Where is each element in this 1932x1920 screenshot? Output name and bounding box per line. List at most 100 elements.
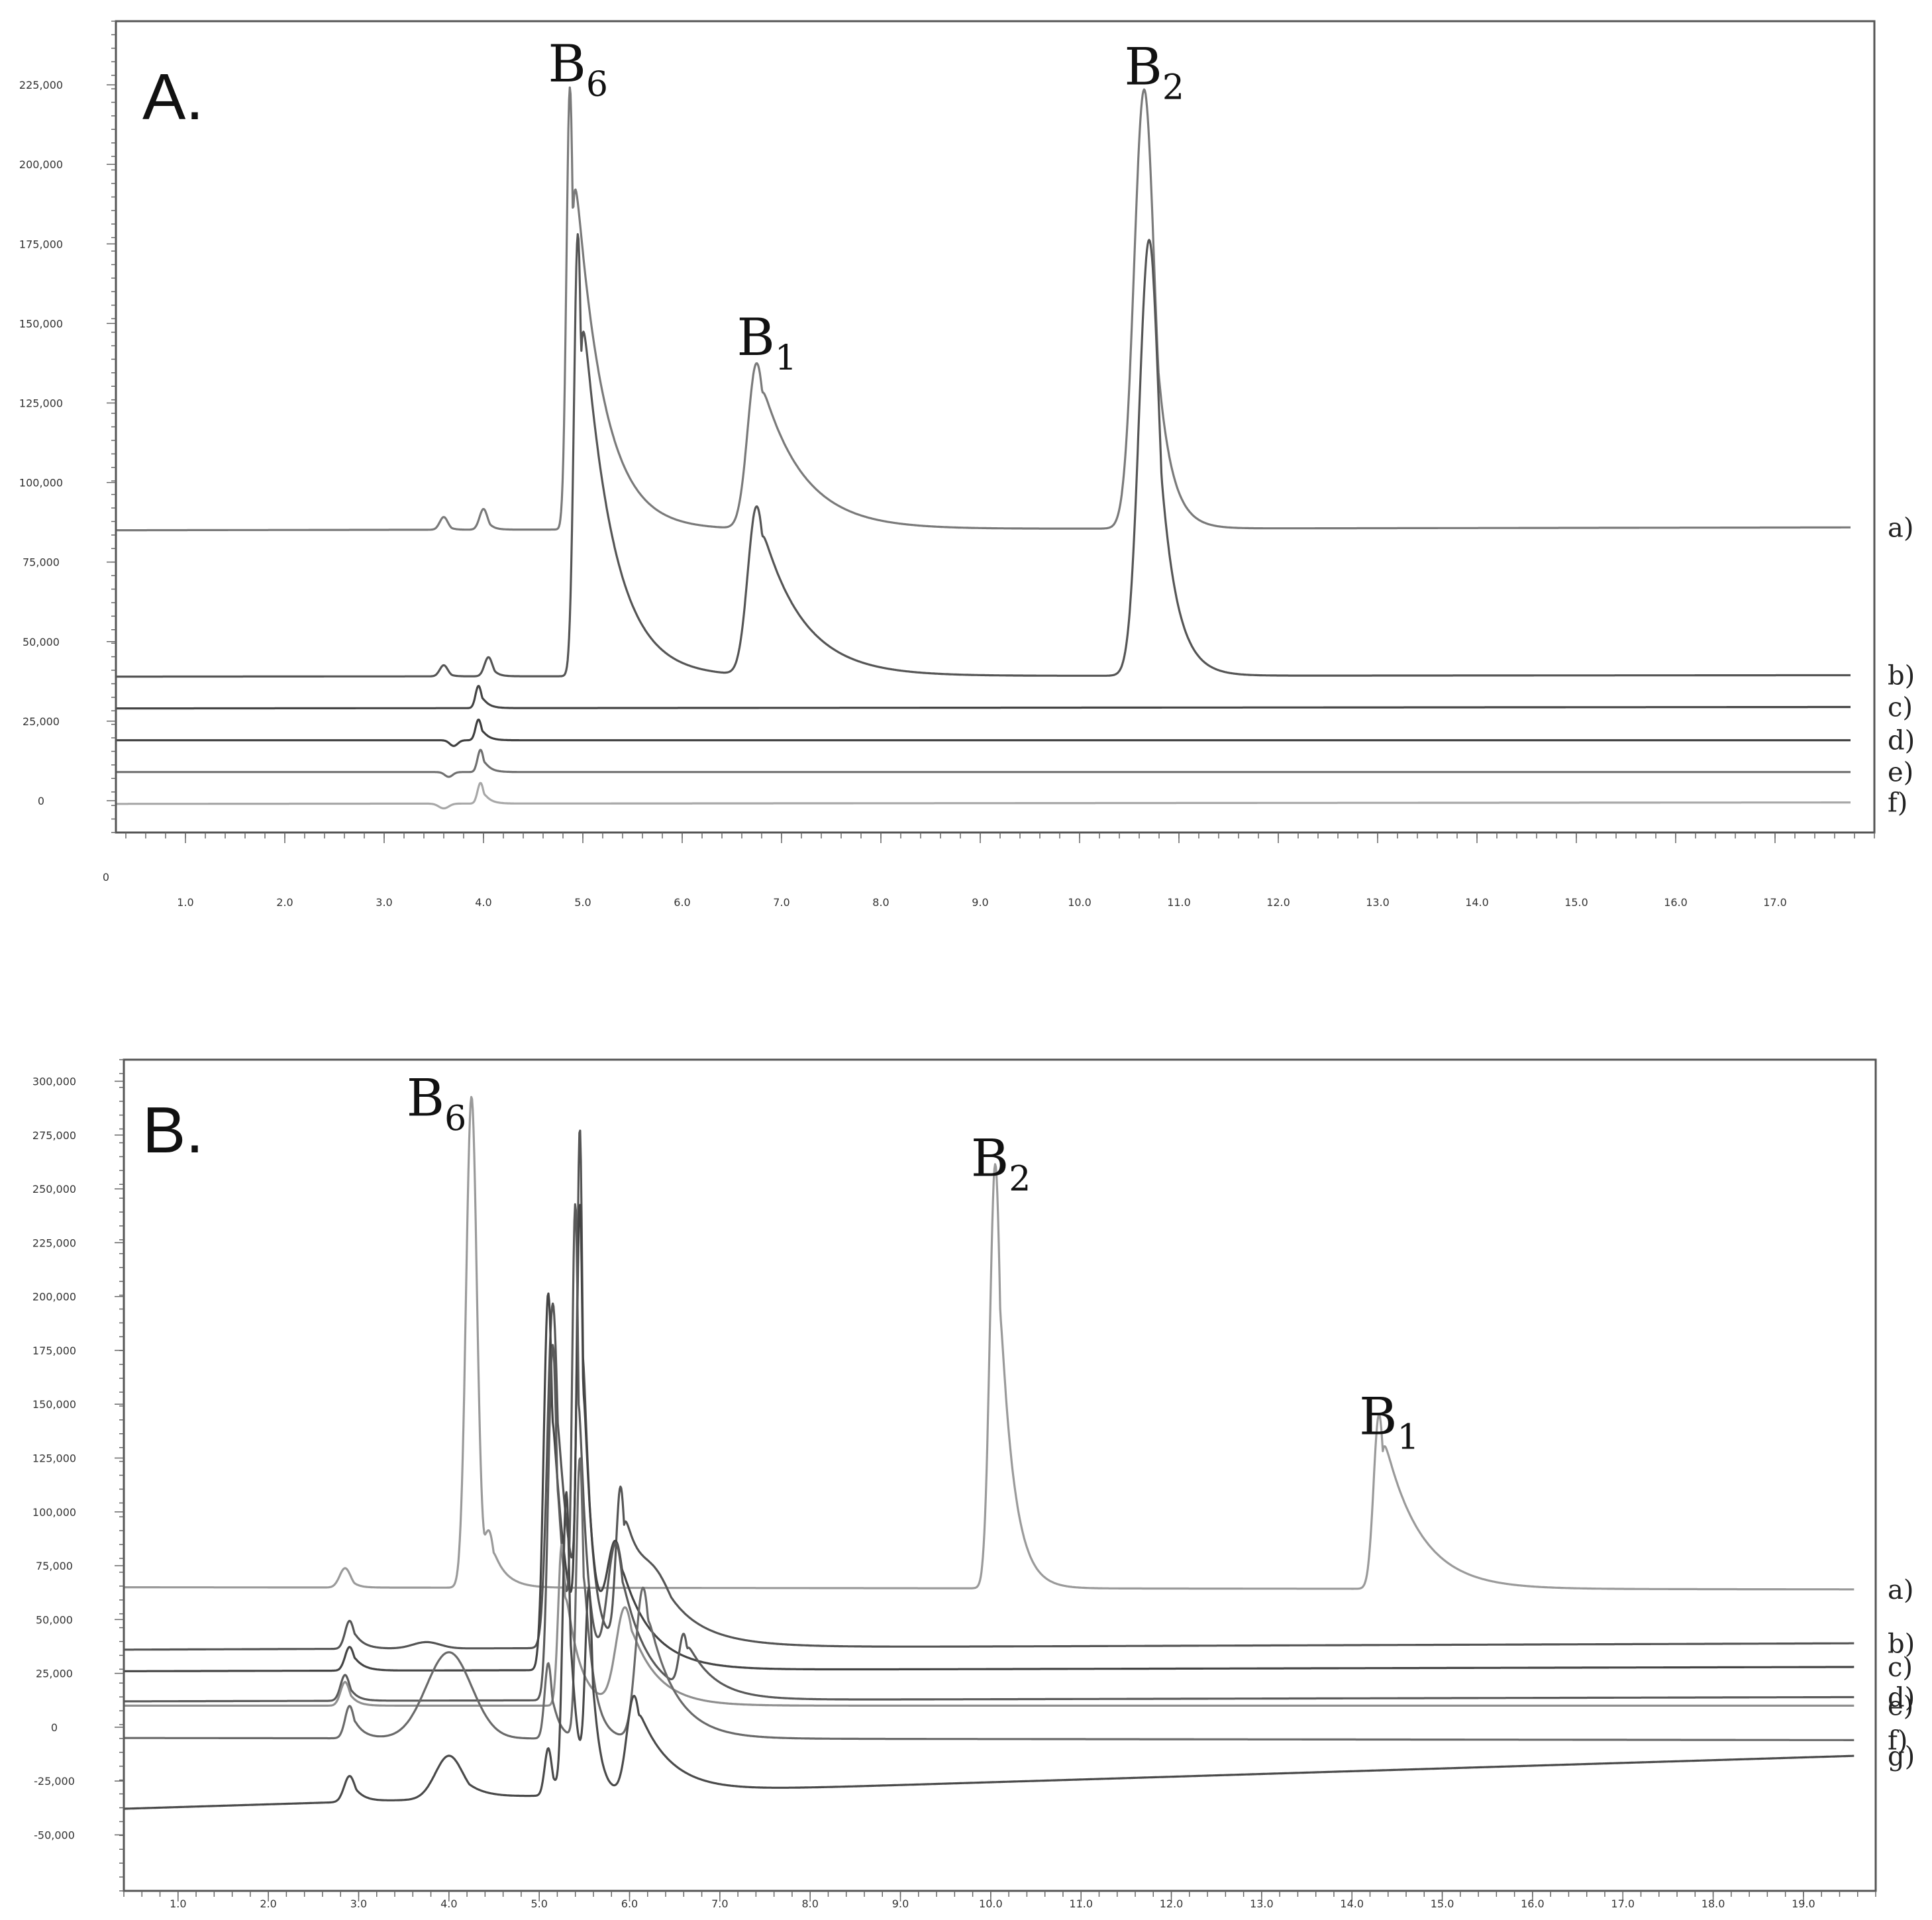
x-tick-label: 6.0 bbox=[621, 1897, 638, 1910]
trace-d bbox=[117, 719, 1851, 747]
y-tick-label: 150,000 bbox=[19, 317, 63, 330]
y-tick-label: 100,000 bbox=[32, 1506, 76, 1519]
trace-a bbox=[124, 1095, 1855, 1591]
y-tick-label: 225,000 bbox=[32, 1237, 76, 1249]
x-tick-label: 2.0 bbox=[276, 896, 293, 909]
y-tick-label: 50,000 bbox=[36, 1613, 73, 1626]
y-tick-label: 125,000 bbox=[19, 397, 63, 409]
y-tick-label: 125,000 bbox=[32, 1452, 76, 1464]
y-minor-ticks bbox=[111, 21, 116, 833]
traces bbox=[124, 1095, 1855, 1810]
peak-label-base: B bbox=[1125, 38, 1162, 97]
peak-label-base: B bbox=[407, 1068, 444, 1128]
panel-b: 1.0 2.0 3.0 4.0 5.0 6.0 7.0 8.0 9.0 10.0 11.0 12.0 1… bbox=[32, 1058, 1915, 1910]
y-tick-label: 25,000 bbox=[36, 1668, 73, 1680]
peak-label-base: B bbox=[737, 308, 775, 368]
x-tick-label: 7.0 bbox=[711, 1897, 728, 1910]
x-tick-label: 19.0 bbox=[1792, 1897, 1815, 1910]
trace-e bbox=[117, 748, 1851, 778]
trace-a bbox=[117, 86, 1851, 532]
peak-label-base: B bbox=[971, 1129, 1009, 1188]
trace-label: c) bbox=[1888, 1652, 1913, 1683]
trace-label: g) bbox=[1888, 1741, 1915, 1772]
y-tick-label: 100,000 bbox=[19, 477, 63, 489]
y-tick-label: 200,000 bbox=[19, 158, 63, 171]
x-tick-label: 12.0 bbox=[1160, 1897, 1184, 1910]
peak-label: B2 bbox=[1125, 38, 1184, 108]
trace-label: b) bbox=[1888, 1629, 1915, 1659]
peak-label-subscript: 6 bbox=[586, 65, 608, 105]
peak-label: B1 bbox=[737, 308, 797, 378]
trace-label: f) bbox=[1888, 788, 1907, 819]
peak-label-base: B bbox=[1359, 1387, 1397, 1446]
y-tick-label: 0 bbox=[51, 1721, 58, 1734]
y-tick-label: 175,000 bbox=[19, 238, 63, 250]
trace-label: e) bbox=[1888, 1691, 1913, 1721]
x-tick-label: 17.0 bbox=[1763, 896, 1787, 909]
x-tick-label: 13.0 bbox=[1250, 1897, 1274, 1910]
x-tick-label: 15.0 bbox=[1431, 1897, 1454, 1910]
trace-label: c) bbox=[1888, 693, 1913, 723]
trace-b bbox=[124, 1129, 1855, 1651]
y-tick-label: 250,000 bbox=[32, 1183, 76, 1195]
y-minor-ticks bbox=[119, 1059, 124, 1892]
traces bbox=[117, 86, 1851, 810]
x-tick-label: 14.0 bbox=[1340, 1897, 1364, 1910]
trace-f bbox=[117, 782, 1851, 810]
peak-label: B6 bbox=[548, 34, 608, 105]
y-tick-label: 0 bbox=[38, 795, 44, 807]
x-tick-label: 7.0 bbox=[773, 896, 789, 909]
trace-g bbox=[124, 1491, 1855, 1810]
x-tick-label: 3.0 bbox=[350, 1897, 367, 1910]
x-tick-label: 17.0 bbox=[1611, 1897, 1635, 1910]
x-tick-label: 3.0 bbox=[376, 896, 392, 909]
peak-label: B6 bbox=[407, 1068, 466, 1138]
x-tick-label: 12.0 bbox=[1266, 896, 1290, 909]
trace-label: a) bbox=[1888, 513, 1913, 543]
x-tick-label: 5.0 bbox=[574, 896, 591, 909]
y-tick-label: 75,000 bbox=[23, 556, 60, 569]
x-tick-label: 9.0 bbox=[892, 1897, 909, 1910]
x-tick-label: 0 bbox=[103, 871, 109, 884]
y-tick-label: 200,000 bbox=[32, 1291, 76, 1303]
x-tick-label: 13.0 bbox=[1366, 896, 1390, 909]
x-minor-ticks bbox=[123, 1891, 1876, 1897]
panel-label: B. bbox=[142, 1093, 204, 1166]
x-tick-label: 11.0 bbox=[1167, 896, 1191, 909]
trace-e bbox=[124, 1543, 1855, 1707]
x-tick-label: 14.0 bbox=[1465, 896, 1489, 909]
trace-c bbox=[117, 685, 1851, 710]
trace-label: f) bbox=[1888, 1725, 1907, 1756]
x-tick-label: 4.0 bbox=[475, 896, 491, 909]
x-tick-label: 1.0 bbox=[177, 896, 193, 909]
y-tick-label: -25,000 bbox=[34, 1775, 75, 1788]
plot-frame bbox=[115, 20, 1876, 834]
peak-label-base: B bbox=[548, 34, 586, 94]
x-tick-label: 15.0 bbox=[1564, 896, 1588, 909]
peak-label-subscript: 2 bbox=[1009, 1159, 1031, 1199]
trace-f bbox=[124, 1457, 1855, 1741]
x-tick-label: 10.0 bbox=[1068, 896, 1092, 909]
y-tick-label: 25,000 bbox=[23, 715, 60, 728]
y-tick-label: 50,000 bbox=[23, 636, 60, 648]
peak-label-subscript: 2 bbox=[1162, 68, 1184, 108]
peak-label: B1 bbox=[1359, 1387, 1419, 1457]
panel-label: A. bbox=[142, 60, 204, 133]
peak-label-subscript: 1 bbox=[775, 338, 797, 378]
y-tick-label: 225,000 bbox=[19, 79, 63, 91]
x-tick-label: 16.0 bbox=[1664, 896, 1688, 909]
y-tick-label: 275,000 bbox=[32, 1129, 76, 1142]
x-tick-label: 11.0 bbox=[1069, 1897, 1093, 1910]
trace-b bbox=[117, 233, 1851, 678]
trace-label: a) bbox=[1888, 1575, 1913, 1605]
y-tick-label: 175,000 bbox=[32, 1344, 76, 1357]
x-tick-label: 6.0 bbox=[674, 896, 690, 909]
y-tick-label: 300,000 bbox=[32, 1076, 76, 1088]
peak-label-subscript: 1 bbox=[1397, 1417, 1419, 1457]
x-tick-label: 8.0 bbox=[872, 896, 889, 909]
peak-label: B2 bbox=[971, 1129, 1031, 1199]
panel-a: 0 1.0 2.0 3.0 4.0 5.0 6.0 7.0 8.0 9.0 10.0 11.0 12.0… bbox=[19, 20, 1915, 909]
y-tick-label: 150,000 bbox=[32, 1398, 76, 1411]
trace-label: b) bbox=[1888, 660, 1915, 691]
